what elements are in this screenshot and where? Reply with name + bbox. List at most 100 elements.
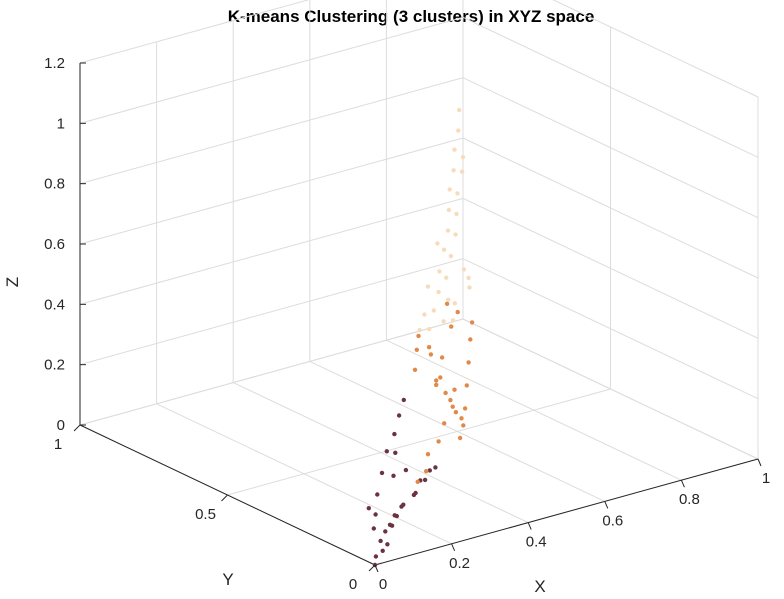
x-tick-label: 0.8 [679, 491, 700, 508]
data-point-cluster-3 [444, 276, 448, 280]
x-tick-mark [758, 459, 761, 466]
x-tick-label: 1 [762, 470, 770, 487]
data-point-cluster-3 [451, 318, 455, 322]
data-point-cluster-3 [437, 269, 441, 273]
x-axis-line [375, 459, 758, 565]
data-point-cluster-2 [463, 406, 467, 410]
x-axis-label: X [534, 577, 545, 596]
data-point-cluster-2 [416, 334, 420, 338]
data-point-cluster-1 [388, 523, 392, 527]
data-point-cluster-2 [442, 421, 446, 425]
data-point-cluster-2 [413, 368, 417, 372]
data-point-cluster-3 [461, 155, 465, 159]
data-point-cluster-1 [385, 542, 389, 546]
data-point-cluster-3 [435, 241, 439, 245]
data-point-cluster-1 [413, 491, 417, 495]
data-point-cluster-2 [465, 383, 469, 387]
data-point-cluster-3 [466, 276, 470, 280]
data-point-cluster-3 [427, 327, 431, 331]
point-layer [367, 108, 475, 567]
data-point-cluster-2 [416, 480, 420, 484]
data-point-cluster-2 [434, 378, 438, 382]
data-point-cluster-3 [422, 312, 426, 316]
data-point-cluster-3 [453, 301, 457, 305]
data-point-cluster-2 [429, 352, 433, 356]
data-point-cluster-1 [393, 451, 397, 455]
data-point-cluster-3 [418, 328, 422, 332]
data-point-cluster-3 [457, 108, 461, 112]
data-point-cluster-1 [380, 471, 384, 475]
data-point-cluster-3 [460, 170, 464, 174]
wall-gridline-z [80, 78, 463, 184]
data-point-cluster-2 [438, 375, 442, 379]
data-point-cluster-2 [445, 302, 449, 306]
y-tick-mark [222, 495, 228, 501]
data-point-cluster-3 [451, 168, 455, 172]
data-point-cluster-3 [432, 308, 436, 312]
data-point-cluster-3 [452, 148, 456, 152]
y-tick-mark [369, 565, 375, 571]
y-tick-label: 1 [54, 436, 62, 453]
data-point-cluster-3 [455, 191, 459, 195]
data-point-cluster-1 [375, 492, 379, 496]
data-point-cluster-1 [373, 512, 377, 516]
data-point-cluster-3 [448, 187, 452, 191]
y-axis-label: Y [222, 570, 233, 589]
y-tick-mark [74, 425, 80, 431]
z-tick-label: 0.2 [44, 357, 65, 374]
data-point-cluster-2 [424, 469, 428, 473]
data-point-cluster-3 [442, 248, 446, 252]
z-tick-label: 1.2 [44, 55, 65, 72]
y-tick-label: 0.5 [195, 506, 216, 523]
data-point-cluster-2 [456, 310, 460, 314]
data-point-cluster-1 [393, 513, 397, 517]
data-point-cluster-2 [427, 345, 431, 349]
x-tick-label: 0.4 [526, 534, 547, 551]
data-point-cluster-2 [434, 383, 438, 387]
wall-gridline-z [80, 319, 463, 425]
axis-layer [80, 63, 758, 565]
data-point-cluster-2 [459, 416, 463, 420]
x-tick-mark [528, 523, 531, 530]
tick-layer: 0 0.2 0.4 0.6 0.8 1 0 0.5 1 0 0.2 0.4 0.6 0.8 1 1.2 [44, 55, 770, 593]
data-point-cluster-2 [466, 360, 470, 364]
z-tick-label: 0.8 [44, 176, 65, 193]
data-point-cluster-3 [449, 254, 453, 258]
data-point-cluster-1 [383, 529, 387, 533]
y-tick-label: 0 [349, 576, 357, 593]
z-tick-label: 0.6 [44, 236, 65, 253]
data-point-cluster-1 [381, 549, 385, 553]
data-point-cluster-1 [402, 398, 406, 402]
data-point-cluster-1 [374, 554, 378, 558]
z-tick-label: 0.4 [44, 296, 65, 313]
data-point-cluster-1 [372, 526, 376, 530]
x-tick-mark [452, 544, 455, 551]
data-point-cluster-2 [448, 398, 452, 402]
z-tick-label: 1 [57, 115, 65, 132]
z-axis-label: Z [3, 277, 22, 287]
data-point-cluster-1 [367, 506, 371, 510]
data-point-cluster-2 [436, 439, 440, 443]
data-point-cluster-3 [426, 284, 430, 288]
data-point-cluster-2 [415, 348, 419, 352]
data-point-cluster-3 [446, 298, 450, 302]
data-point-cluster-2 [443, 391, 447, 395]
data-point-cluster-1 [423, 478, 427, 482]
data-point-cluster-1 [385, 449, 389, 453]
data-point-cluster-3 [467, 285, 471, 289]
z-tick-label: 0 [57, 417, 65, 434]
data-point-cluster-2 [426, 452, 430, 456]
x-tick-label: 0.6 [602, 512, 623, 529]
chart-title: K-means Clustering (3 clusters) in XYZ s… [228, 7, 595, 26]
data-point-cluster-3 [462, 267, 466, 271]
data-point-cluster-1 [404, 468, 408, 472]
data-point-cluster-3 [453, 232, 457, 236]
data-point-cluster-1 [391, 474, 395, 478]
data-point-cluster-3 [436, 290, 440, 294]
x-tick-label: 0.2 [449, 555, 470, 572]
data-point-cluster-2 [452, 388, 456, 392]
data-point-cluster-1 [397, 413, 401, 417]
data-point-cluster-2 [468, 337, 472, 341]
